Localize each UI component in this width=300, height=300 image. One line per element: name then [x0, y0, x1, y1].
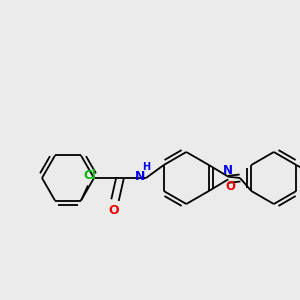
Text: O: O: [109, 204, 119, 217]
Text: N: N: [223, 164, 233, 177]
Text: Cl: Cl: [84, 169, 96, 182]
Text: H: H: [142, 162, 150, 172]
Text: O: O: [225, 180, 235, 193]
Text: N: N: [135, 169, 145, 182]
